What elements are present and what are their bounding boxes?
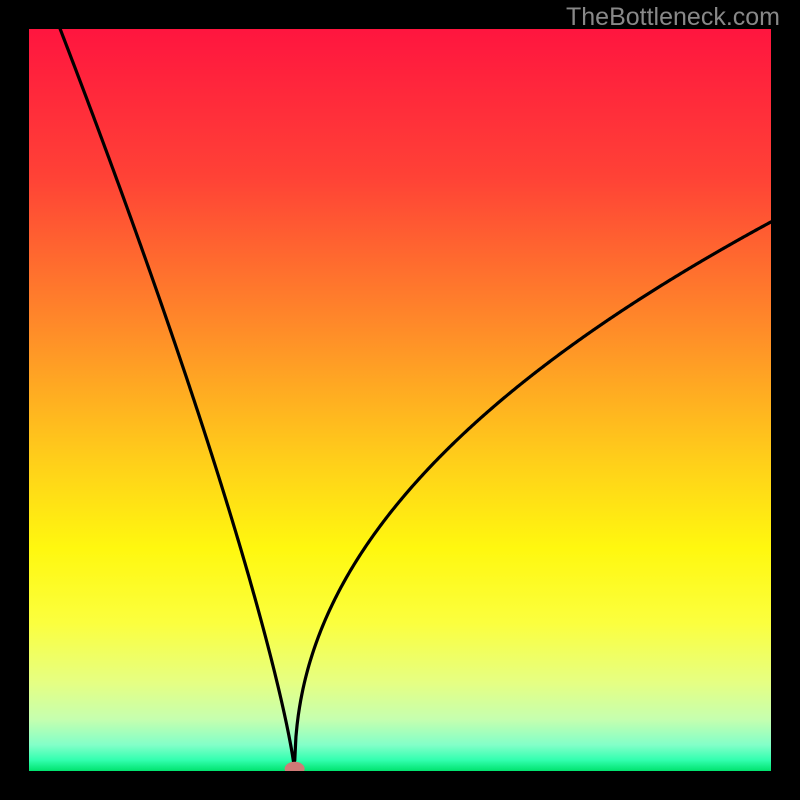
gradient-background (29, 29, 771, 771)
plot-svg (29, 29, 771, 771)
watermark-text: TheBottleneck.com (566, 3, 780, 32)
figure-root: TheBottleneck.com (0, 0, 800, 800)
